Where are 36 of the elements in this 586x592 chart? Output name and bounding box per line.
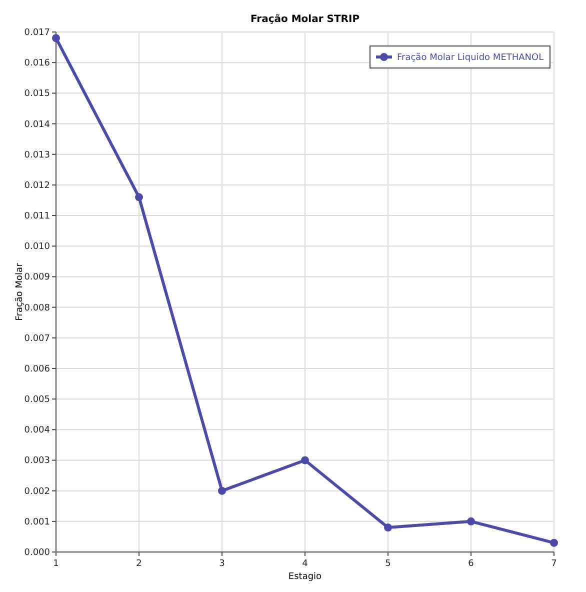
y-tick-label: 0.009 <box>24 272 50 283</box>
x-tick-label: 4 <box>302 559 308 569</box>
chart-title: Fração Molar STRIP <box>250 14 360 25</box>
y-tick-label: 0.005 <box>24 395 50 406</box>
y-tick-label: 0.002 <box>24 486 50 497</box>
y-tick-label: 0.000 <box>24 548 50 558</box>
x-tick-label: 3 <box>219 559 225 569</box>
x-tick-label: 6 <box>468 559 474 569</box>
y-tick-label: 0.015 <box>24 89 50 100</box>
x-axis-title: Estagio <box>288 572 322 582</box>
y-tick-label: 0.017 <box>24 28 50 38</box>
x-tick-label: 1 <box>53 559 59 569</box>
point <box>301 456 309 464</box>
point <box>52 34 60 42</box>
legend-label: Fração Molar Liquido METHANOL <box>397 53 544 63</box>
point <box>218 486 226 495</box>
x-tick-label: 5 <box>385 559 391 569</box>
y-tick-label: 0.011 <box>24 212 50 222</box>
y-tick-label: 0.003 <box>24 456 50 466</box>
y-tick-label: 0.012 <box>24 180 50 191</box>
x-tick-label: 7 <box>551 559 557 569</box>
y-tick-label: 0.014 <box>24 120 50 130</box>
y-tick-label: 0.001 <box>24 517 50 528</box>
y-tick-label: 0.013 <box>24 150 50 160</box>
y-tick-label: 0.016 <box>24 58 50 69</box>
point <box>550 538 558 547</box>
y-tick-label: 0.004 <box>24 426 50 436</box>
y-tick-label: 0.007 <box>24 334 50 344</box>
x-tick-label: 2 <box>136 559 142 569</box>
y-tick-label: 0.008 <box>24 303 50 314</box>
y-tick-label: 0.006 <box>24 364 50 374</box>
y-tick-label: 0.010 <box>24 242 50 252</box>
point <box>384 524 392 532</box>
y-axis-title: Fração Molar <box>15 262 25 321</box>
point <box>467 517 475 526</box>
point <box>135 193 143 202</box>
